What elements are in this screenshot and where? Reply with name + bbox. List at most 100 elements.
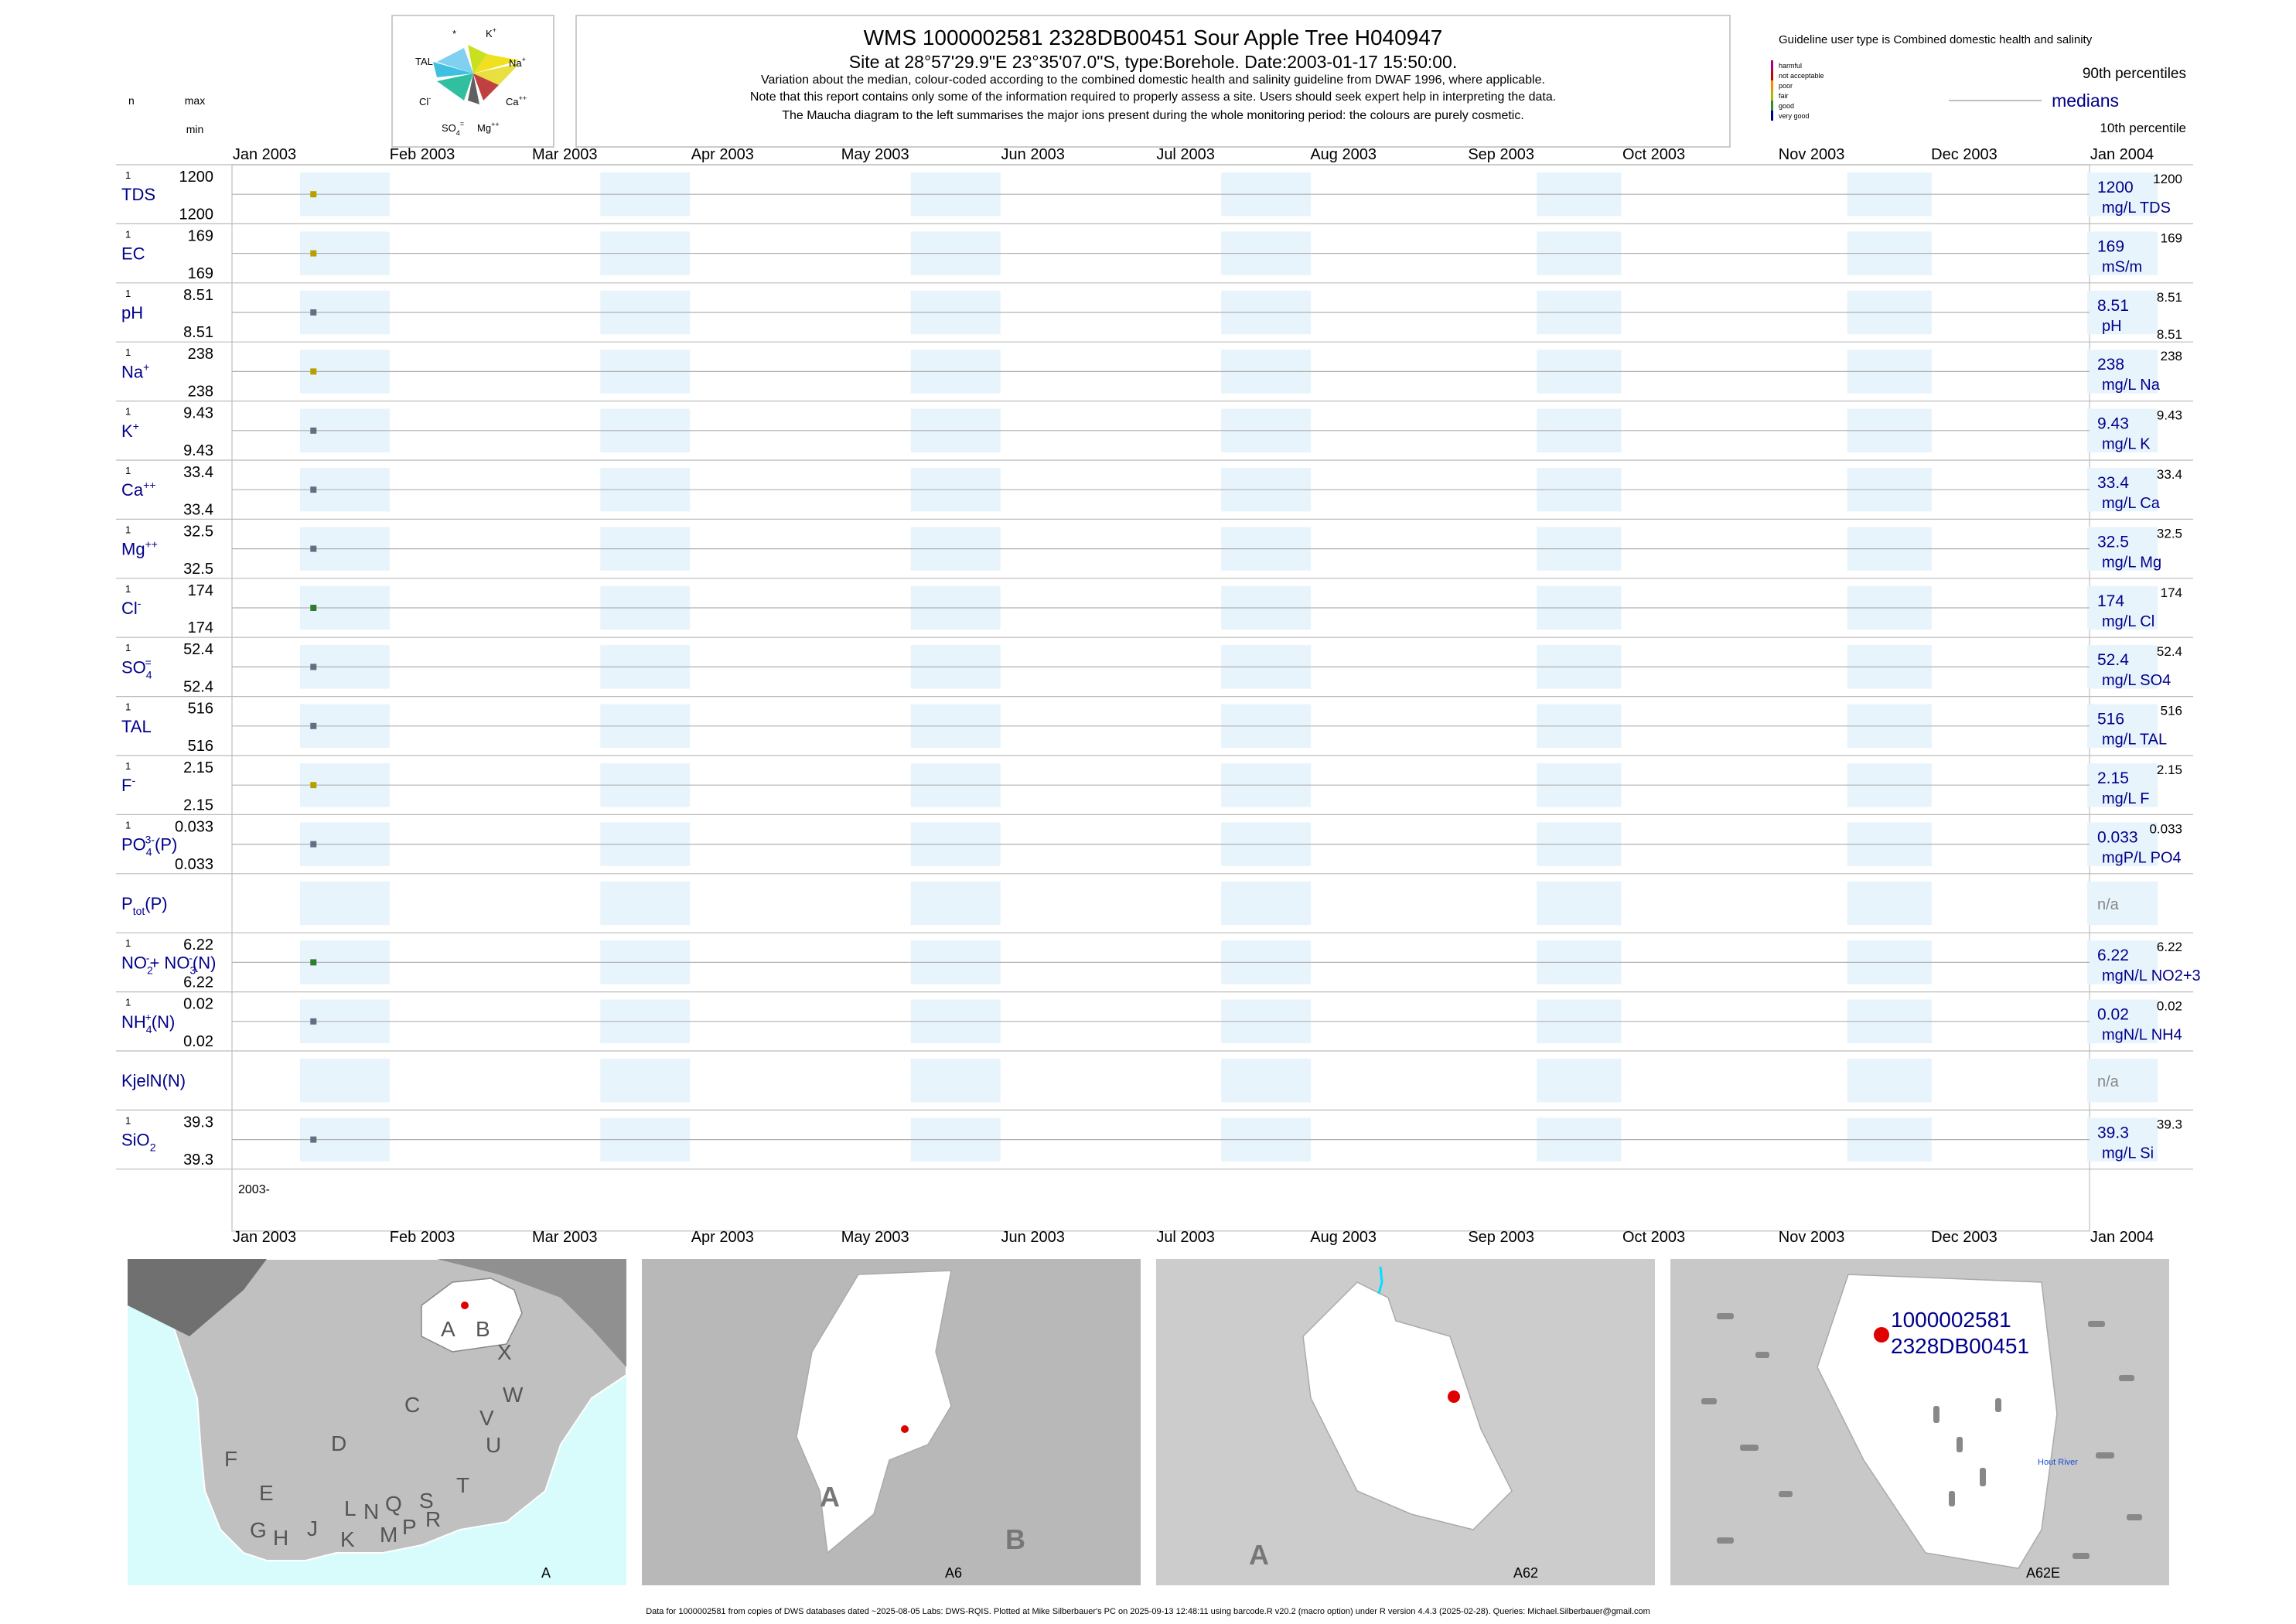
row-p90: 8.51	[2157, 290, 2182, 305]
legend-level-label: very good	[1779, 112, 1810, 120]
page-subtitle: Site at 28°57'29.9"E 23°35'07.0"S, type:…	[849, 52, 1457, 72]
x-tick-label-top: Apr 2003	[691, 146, 754, 163]
row-p90: 9.43	[2157, 408, 2182, 423]
map-south-africa: A B X W C V D U T F E L N Q S R G H J K …	[128, 1259, 626, 1585]
legend-p90: 90th percentiles	[2083, 66, 2186, 82]
row-label: Na+	[121, 360, 149, 381]
row-p90: 169	[2161, 230, 2182, 245]
map-region-d: D	[331, 1431, 346, 1455]
row-unit: mgP/L PO4	[2102, 849, 2182, 866]
row-n: 1	[125, 1114, 131, 1126]
barcode-chart: * K+ TAL Na+ Cl- Ca++ SO4= Mg++ WMS 1000…	[116, 15, 2201, 1246]
year-label: 2003-	[238, 1183, 270, 1196]
month-band	[2087, 468, 2158, 512]
month-band	[2087, 408, 2158, 452]
sample-point	[310, 1018, 317, 1025]
sample-point	[310, 782, 317, 789]
row-max: 1200	[179, 169, 214, 186]
row-max: 174	[188, 582, 213, 599]
row-max: 169	[188, 227, 213, 244]
row-median: n/a	[2097, 896, 2120, 913]
map-a62e-features	[1701, 1313, 2142, 1559]
row-n: 1	[125, 465, 131, 476]
month-band	[2087, 585, 2158, 630]
row-label: TDS	[121, 185, 155, 204]
month-band	[300, 1059, 391, 1103]
x-tick-label-top: Aug 2003	[1310, 146, 1377, 163]
row-max: 39.3	[183, 1114, 213, 1131]
row-label: pH	[121, 303, 143, 322]
month-band	[1537, 881, 1622, 926]
x-tick-label-top: Dec 2003	[1931, 146, 1997, 163]
map-label-a6: A6	[945, 1565, 962, 1581]
x-tick-label-bottom: Nov 2003	[1779, 1229, 1845, 1246]
month-band	[1847, 1059, 1932, 1103]
legend-level-label: fair	[1779, 92, 1789, 100]
row-n: 1	[125, 819, 131, 831]
row-label: SO4=	[121, 656, 152, 681]
x-tick-label-bottom: Jul 2003	[1156, 1229, 1215, 1246]
row-p90: 1200	[2153, 172, 2182, 186]
sample-point	[310, 841, 317, 848]
month-band	[600, 881, 691, 926]
month-band	[300, 881, 391, 926]
month-band	[2087, 881, 2158, 926]
row-min: 516	[188, 738, 213, 755]
row-min: 2.15	[183, 797, 213, 814]
map-region-j: J	[307, 1517, 318, 1540]
row-label: SiO2	[121, 1131, 156, 1154]
title-box: WMS 1000002581 2328DB00451 Sour Apple Tr…	[575, 15, 1731, 148]
map-site-id: 1000002581	[1891, 1308, 2011, 1332]
plot-frame	[231, 164, 2090, 1232]
row-max: 9.43	[183, 405, 213, 422]
sample-point	[310, 191, 317, 198]
x-tick-label-bottom: Apr 2003	[691, 1229, 754, 1246]
map-region-g: G	[250, 1518, 267, 1542]
row-median: 9.43	[2097, 415, 2129, 433]
row-median: 52.4	[2097, 651, 2129, 669]
page-title: WMS 1000002581 2328DB00451 Sour Apple Tr…	[864, 26, 1443, 49]
row-label: TAL	[121, 717, 152, 736]
guideline-title: Guideline user type is Combined domestic…	[1779, 33, 2093, 46]
row-n: 1	[125, 346, 131, 358]
map-region-k: K	[340, 1527, 355, 1551]
map-label-a: A	[541, 1565, 551, 1581]
month-band	[910, 881, 1001, 926]
map-region-h: H	[273, 1526, 288, 1550]
month-band	[2087, 704, 2158, 748]
legend-medians: medians	[2052, 90, 2119, 111]
month-band	[1221, 1059, 1312, 1103]
row-p90: 516	[2161, 704, 2182, 718]
maucha-label-k: K+	[486, 26, 496, 39]
month-band	[1221, 881, 1312, 926]
map-region-f: F	[224, 1447, 237, 1471]
header-n: n	[128, 94, 135, 107]
row-unit: mgN/L NO2+3	[2102, 967, 2201, 984]
row-label: Mg++	[121, 538, 158, 559]
guideline-levels: harmful not acceptable poor fair good very go…	[1771, 60, 1824, 121]
map-region-n: N	[363, 1499, 379, 1523]
legend-level-swatch	[1771, 80, 1773, 90]
sample-point	[310, 250, 317, 257]
row-min: 9.43	[183, 442, 213, 459]
maucha-label-na: Na+	[509, 56, 526, 69]
x-tick-label-bottom: Aug 2003	[1310, 1229, 1377, 1246]
row-min: 33.4	[183, 501, 213, 518]
row-min: 174	[188, 619, 213, 636]
header-max: max	[185, 94, 205, 107]
month-band	[2087, 231, 2158, 275]
x-tick-label-bottom: Oct 2003	[1622, 1229, 1685, 1246]
row-unit: mg/L TDS	[2102, 200, 2171, 217]
row-p90: 39.3	[2157, 1117, 2182, 1131]
row-label: NO2-+ NO3-(N)	[121, 951, 216, 976]
month-band	[2087, 645, 2158, 689]
row-max: 0.033	[175, 818, 213, 835]
month-band	[1537, 1059, 1622, 1103]
row-n: 1	[125, 288, 131, 299]
x-tick-label-top: Jul 2003	[1156, 146, 1215, 163]
row-label: F-	[121, 774, 135, 795]
note-2: Note that this report contains only some…	[750, 90, 1556, 104]
sample-point	[310, 309, 317, 316]
row-label: Ca++	[121, 479, 155, 500]
x-tick-label-bottom: Sep 2003	[1468, 1229, 1534, 1246]
